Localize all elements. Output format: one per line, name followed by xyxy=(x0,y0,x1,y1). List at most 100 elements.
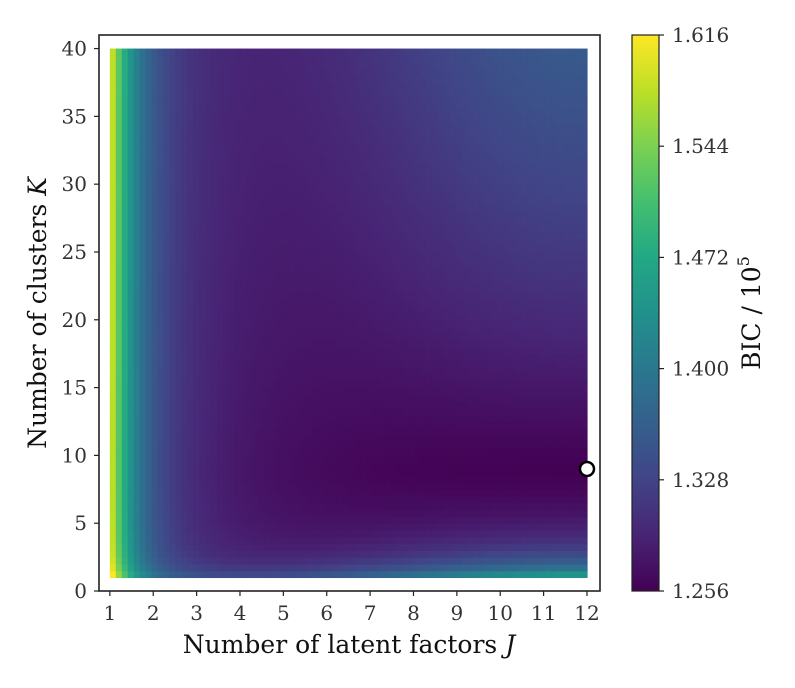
heatmap-cell xyxy=(217,204,224,212)
heatmap-cell xyxy=(443,468,451,477)
heatmap-cell xyxy=(121,353,129,362)
heatmap-cell xyxy=(402,367,409,375)
heatmap-cell xyxy=(270,48,278,56)
heatmap-cell xyxy=(288,516,296,524)
heatmap-cell xyxy=(384,543,391,551)
heatmap-cell xyxy=(223,421,230,429)
heatmap-cell xyxy=(187,62,194,70)
heatmap-cell xyxy=(276,251,284,260)
heatmap-cell xyxy=(288,245,296,253)
heatmap-cell xyxy=(414,184,421,192)
heatmap-cell xyxy=(348,346,355,355)
heatmap-cell xyxy=(408,163,415,172)
heatmap-cell xyxy=(205,319,212,328)
heatmap-cell xyxy=(258,136,266,145)
heatmap-cell xyxy=(235,570,242,579)
heatmap-cell xyxy=(294,360,302,368)
heatmap-cell xyxy=(300,265,308,273)
heatmap-cell xyxy=(258,285,266,294)
heatmap-cell xyxy=(187,218,194,226)
heatmap-cell xyxy=(115,550,123,558)
heatmap-cell xyxy=(235,96,242,104)
heatmap-cell xyxy=(419,62,427,70)
heatmap-cell xyxy=(437,448,445,456)
heatmap-cell xyxy=(312,258,320,267)
heatmap-cell xyxy=(473,285,481,294)
heatmap-cell xyxy=(264,509,272,518)
heatmap-cell xyxy=(473,462,481,470)
heatmap-cell xyxy=(193,238,200,246)
heatmap-cell xyxy=(127,265,135,273)
heatmap-cell xyxy=(193,441,200,450)
heatmap-cell xyxy=(378,251,385,260)
heatmap-cell xyxy=(354,251,361,260)
heatmap-cell xyxy=(121,346,129,355)
heatmap-cell xyxy=(288,346,296,355)
heatmap-cell xyxy=(324,116,332,124)
heatmap-cell xyxy=(252,462,260,470)
heatmap-cell xyxy=(342,550,350,558)
heatmap-cell xyxy=(396,96,403,104)
heatmap-cell xyxy=(288,380,296,389)
heatmap-cell xyxy=(169,245,177,253)
heatmap-cell xyxy=(431,468,439,477)
heatmap-cell xyxy=(473,265,481,273)
heatmap-cell xyxy=(461,258,469,267)
heatmap-cell xyxy=(390,489,397,497)
heatmap-cell xyxy=(247,367,254,375)
heatmap-cell xyxy=(288,502,296,511)
heatmap-cell xyxy=(133,143,141,151)
heatmap-cell xyxy=(187,550,194,558)
heatmap-cell xyxy=(431,48,439,56)
heatmap-cell xyxy=(342,516,350,524)
heatmap-cell xyxy=(193,523,200,531)
heatmap-cell xyxy=(121,360,129,368)
heatmap-cell xyxy=(419,353,427,362)
heatmap-cell xyxy=(235,272,242,280)
heatmap-cell xyxy=(443,279,451,287)
heatmap-cell xyxy=(247,170,254,178)
heatmap-cell xyxy=(419,313,427,321)
heatmap-cell xyxy=(127,340,135,348)
heatmap-cell xyxy=(419,89,427,97)
heatmap-cell xyxy=(306,224,314,233)
heatmap-cell xyxy=(306,129,314,138)
heatmap-cell xyxy=(115,455,123,463)
heatmap-cell xyxy=(282,218,290,226)
heatmap-cell xyxy=(342,245,350,253)
heatmap-cell xyxy=(211,62,218,70)
heatmap-cell xyxy=(258,333,266,341)
heatmap-cell xyxy=(145,380,153,389)
heatmap-cell xyxy=(396,299,403,307)
heatmap-cell xyxy=(455,367,463,375)
heatmap-cell xyxy=(252,468,260,477)
heatmap-cell xyxy=(294,123,302,131)
heatmap-cell xyxy=(467,204,475,212)
heatmap-cell xyxy=(384,204,391,212)
heatmap-cell xyxy=(223,129,230,138)
heatmap-cell xyxy=(443,516,451,524)
heatmap-cell xyxy=(270,75,278,84)
heatmap-cell xyxy=(288,279,296,287)
heatmap-cell xyxy=(187,543,194,551)
heatmap-cell xyxy=(241,150,248,158)
heatmap-cell xyxy=(187,489,194,497)
heatmap-cell xyxy=(175,258,183,267)
heatmap-cell xyxy=(163,163,171,172)
heatmap-cell xyxy=(396,170,403,178)
heatmap-cell xyxy=(223,285,230,294)
heatmap-cell xyxy=(485,421,493,429)
heatmap-cell xyxy=(115,82,123,90)
heatmap-cell xyxy=(127,414,135,423)
heatmap-cell xyxy=(336,211,344,219)
heatmap-cell xyxy=(294,468,302,477)
heatmap-cell xyxy=(431,326,439,334)
heatmap-cell xyxy=(258,319,266,328)
heatmap-cell xyxy=(402,313,409,321)
heatmap-cell xyxy=(217,441,224,450)
heatmap-cell xyxy=(181,123,188,131)
heatmap-cell xyxy=(461,75,469,84)
heatmap-cell xyxy=(366,238,373,246)
heatmap-cell xyxy=(461,557,469,565)
heatmap-cell xyxy=(109,529,117,538)
